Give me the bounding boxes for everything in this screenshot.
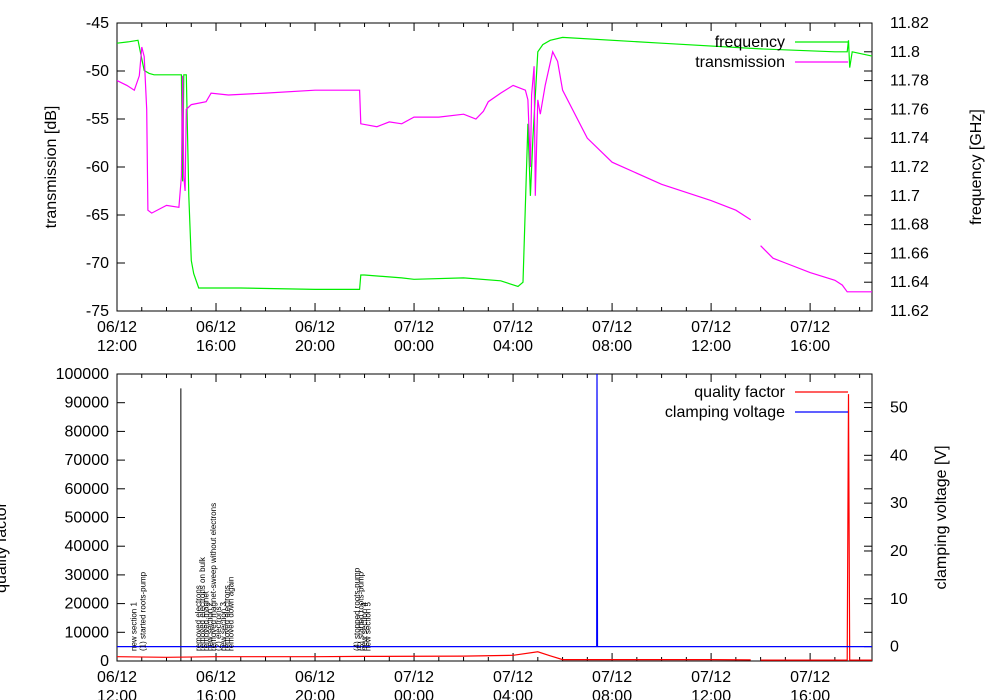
x-tick-label: 07/12 16:00: [790, 319, 830, 355]
y2-tick-label: 11.62: [890, 303, 929, 320]
y-tick-label: 80000: [65, 423, 110, 440]
y-tick-label: 100000: [56, 366, 109, 383]
event-annotation: new section 3: [219, 602, 228, 651]
x-tick-label: 06/12 16:00: [196, 319, 236, 355]
x-tick-label: 07/12 12:00: [691, 319, 731, 355]
y-tick-label: -55: [86, 111, 109, 128]
frequency-line: [116, 36, 873, 290]
event-annotation: (4) stopped roots-pump: [353, 567, 362, 651]
y2-tick-label: 30: [890, 495, 908, 512]
event-annotation: new section 2: [205, 602, 214, 651]
event-annotation: (1) started roots-pump: [138, 571, 147, 651]
x-tick-label: 07/12 08:00: [592, 319, 632, 355]
event-annotation: removed electrons: [194, 585, 203, 651]
x-tick-label: 07/12 04:00: [493, 669, 533, 700]
y2-tick-label: 50: [890, 399, 908, 416]
y2-tick-label: 11.76: [890, 101, 929, 118]
event-annotation: new section 4: [360, 602, 369, 651]
x-tick-label: 07/12 00:00: [394, 319, 434, 355]
y2-axis-title: clamping voltage [V]: [933, 445, 950, 589]
series-segment-line: [760, 394, 872, 661]
legend-label: transmission: [695, 54, 785, 71]
quality-factor-line: [116, 651, 751, 661]
event-annotation: removed magnet-sweep without electrons: [209, 503, 218, 651]
clamping-voltage-line: [117, 373, 872, 648]
y2-axis-title: frequency [GHz]: [968, 109, 985, 225]
y-tick-label: 0: [100, 653, 109, 670]
y2-tick-label: 11.78: [890, 73, 929, 90]
y2-tick-label: 11.66: [890, 245, 929, 262]
y2-tick-label: 11.7: [890, 188, 920, 205]
event-annotation: removed electrons: [223, 585, 232, 651]
x-tick-label: 07/12 16:00: [790, 669, 830, 700]
event-annotation: new section 1: [129, 602, 138, 651]
event-annotation: removed down again: [226, 577, 235, 651]
y2-tick-label: 0: [890, 639, 899, 656]
y2-tick-label: 11.8: [890, 44, 920, 61]
event-annotation: (2) electrons: [214, 607, 223, 651]
event-annotation: new section 5: [364, 602, 373, 651]
legend-label: clamping voltage: [665, 404, 785, 421]
series-segment-line: [760, 245, 872, 293]
x-tick-label: 07/12 00:00: [394, 669, 434, 700]
y2-tick-label: 11.74: [890, 130, 929, 147]
y-tick-label: -45: [86, 15, 109, 32]
x-tick-label: 07/12 08:00: [592, 669, 632, 700]
y-tick-label: -70: [86, 255, 109, 272]
y-axis-title: transmission [dB]: [43, 106, 60, 229]
event-annotation: removed electrons on bulk: [198, 556, 207, 651]
x-tick-label: 06/12 12:00: [97, 319, 137, 355]
y-tick-label: 90000: [65, 395, 110, 412]
y-tick-label: -65: [86, 207, 109, 224]
x-tick-label: 06/12 20:00: [295, 669, 335, 700]
x-tick-label: 07/12 04:00: [493, 319, 533, 355]
y2-tick-label: 40: [890, 447, 908, 464]
x-tick-label: 06/12 20:00: [295, 319, 335, 355]
y-tick-label: 60000: [65, 481, 110, 498]
y-tick-label: 40000: [65, 538, 110, 555]
y2-tick-label: 11.68: [890, 217, 929, 234]
x-tick-label: 07/12 12:00: [691, 669, 731, 700]
x-tick-label: 06/12 12:00: [97, 669, 137, 700]
y2-tick-label: 20: [890, 543, 908, 560]
event-annotation: (5) started roots-pump: [356, 571, 365, 651]
y2-tick-label: 11.64: [890, 274, 929, 291]
y-tick-label: 70000: [65, 452, 110, 469]
transmission-line: [116, 46, 752, 221]
y-tick-label: -60: [86, 159, 109, 176]
event-annotation: removed magnet: [202, 590, 211, 651]
x-tick-label: 06/12 16:00: [196, 669, 236, 700]
y-tick-label: -50: [86, 63, 109, 80]
y2-tick-label: 10: [890, 591, 908, 608]
y-axis-title: quality factor: [0, 501, 10, 592]
top-panel-transmission-frequency: -45 -50 -55 -60 -65 -70 -75 11.82 11.8 11.78 11.76…: [43, 15, 985, 355]
legend-label: quality factor: [694, 384, 785, 401]
y-tick-label: 50000: [65, 510, 110, 527]
legend-label: frequency: [715, 34, 785, 51]
bottom-panel-quality-clamping: 1000009000080000700006000050000400003000…: [0, 366, 950, 700]
y-tick-label: 20000: [65, 596, 110, 613]
y-tick-label: 10000: [65, 624, 110, 641]
y2-tick-label: 11.72: [890, 159, 929, 176]
y2-tick-label: 11.82: [890, 15, 929, 32]
y-tick-label: 30000: [65, 567, 110, 584]
y-tick-label: -75: [86, 303, 109, 320]
